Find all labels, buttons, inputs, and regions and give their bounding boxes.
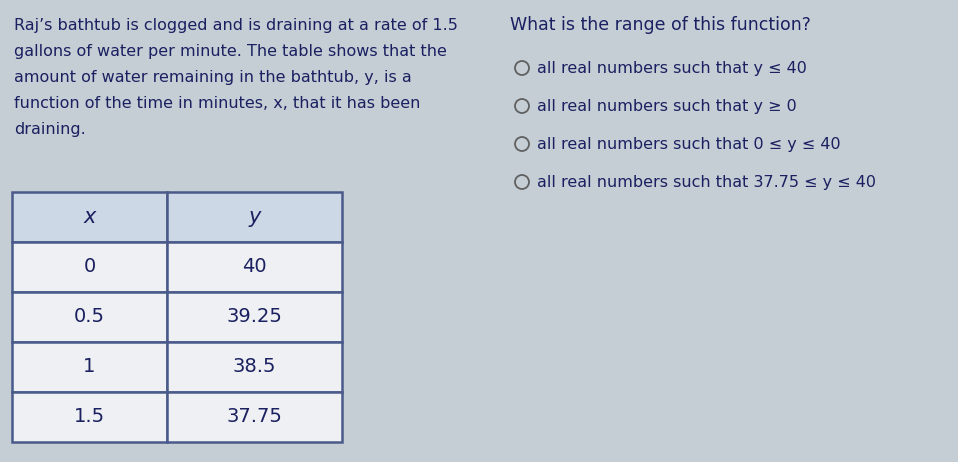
Bar (12, 292, 167, 342)
Bar (12, 192, 167, 242)
Bar (167, 192, 342, 242)
Text: 37.75: 37.75 (226, 407, 283, 426)
Bar (12, 242, 167, 292)
Bar (12, 392, 167, 442)
Text: all real numbers such that 0 ≤ y ≤ 40: all real numbers such that 0 ≤ y ≤ 40 (537, 136, 840, 152)
Text: draining.: draining. (14, 122, 86, 137)
Text: all real numbers such that y ≤ 40: all real numbers such that y ≤ 40 (537, 61, 807, 75)
Bar (12, 342, 167, 392)
Bar (167, 342, 342, 392)
Text: amount of water remaining in the bathtub, y, is a: amount of water remaining in the bathtub… (14, 70, 412, 85)
Text: 1.5: 1.5 (74, 407, 105, 426)
Text: all real numbers such that y ≥ 0: all real numbers such that y ≥ 0 (537, 98, 797, 114)
Text: y: y (248, 207, 261, 227)
Text: 0.5: 0.5 (74, 308, 105, 327)
Text: 0: 0 (83, 257, 96, 276)
Text: 1: 1 (83, 358, 96, 377)
Text: 39.25: 39.25 (226, 308, 283, 327)
Text: Raj’s bathtub is clogged and is draining at a rate of 1.5: Raj’s bathtub is clogged and is draining… (14, 18, 458, 33)
Bar (167, 392, 342, 442)
Text: x: x (83, 207, 96, 227)
Text: function of the time in minutes, x, that it has been: function of the time in minutes, x, that… (14, 96, 421, 111)
Text: What is the range of this function?: What is the range of this function? (510, 16, 810, 34)
Text: gallons of water per minute. The table shows that the: gallons of water per minute. The table s… (14, 44, 446, 59)
Bar (167, 292, 342, 342)
Text: 38.5: 38.5 (233, 358, 276, 377)
Text: 40: 40 (242, 257, 267, 276)
Bar (167, 242, 342, 292)
Text: all real numbers such that 37.75 ≤ y ≤ 40: all real numbers such that 37.75 ≤ y ≤ 4… (537, 175, 876, 189)
